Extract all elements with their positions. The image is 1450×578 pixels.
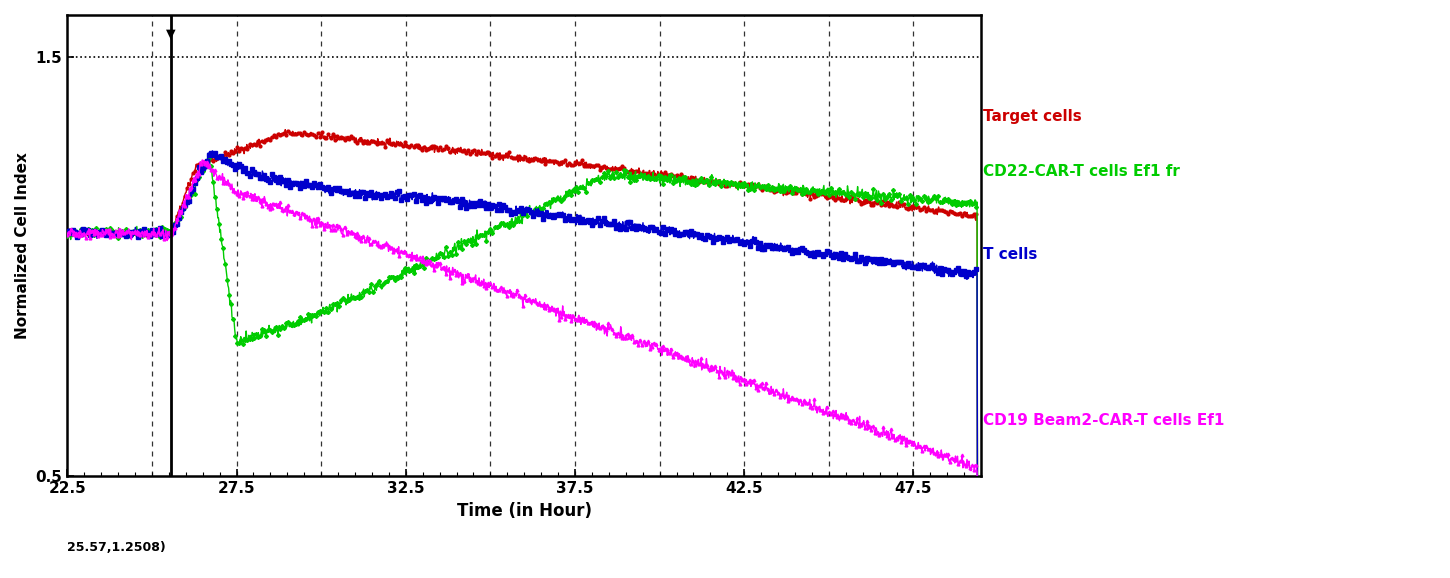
Text: T cells: T cells: [983, 247, 1037, 262]
Text: Target cells: Target cells: [983, 109, 1082, 124]
X-axis label: Time (in Hour): Time (in Hour): [457, 502, 592, 520]
Text: CD22-CAR-T cells Ef1 fr: CD22-CAR-T cells Ef1 fr: [983, 164, 1180, 179]
Text: CD19 Beam2-CAR-T cells Ef1: CD19 Beam2-CAR-T cells Ef1: [983, 413, 1224, 428]
Y-axis label: Normalized Cell Index: Normalized Cell Index: [14, 152, 30, 339]
Text: ▼: ▼: [167, 27, 175, 40]
Text: 25.57,1.2508): 25.57,1.2508): [67, 540, 167, 554]
